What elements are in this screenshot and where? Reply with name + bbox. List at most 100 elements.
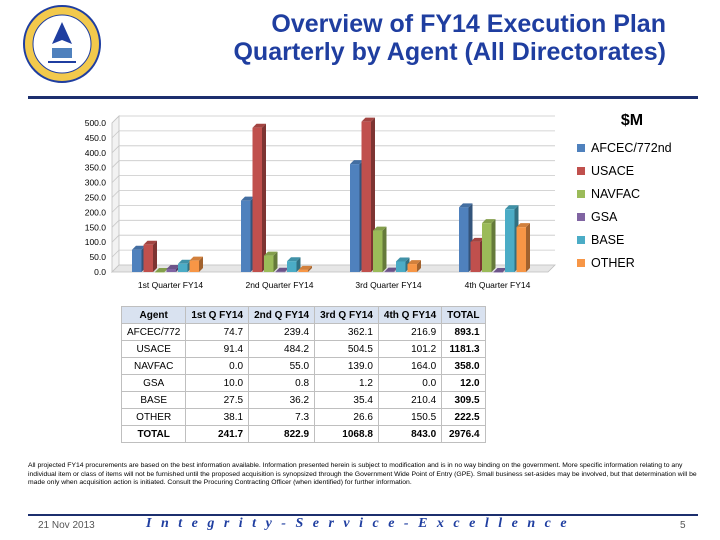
legend-item: AFCEC/772nd [577,136,707,159]
agent-cell: BASE [120,391,187,409]
afcec-logo [23,5,101,83]
bar-side [382,226,387,272]
gridline [111,234,555,243]
bar [264,255,274,272]
bar-top [350,160,364,165]
total-cell: 358.0 [441,357,486,375]
table-row: NAVFAC 0.0 55.0 139.0 164.0 358.0 [120,357,486,375]
total-cell: 222.5 [441,408,486,426]
table-row: GSA 10.0 0.8 1.2 0.0 12.0 [120,374,486,392]
bar-top [407,260,421,265]
bar-top [384,267,398,272]
title-line-1: Overview of FY14 Execution Plan [271,10,666,38]
bar-top [241,196,255,201]
bar-top [178,259,192,264]
value-cell: 1068.8 [314,425,379,443]
bar-top [189,256,203,261]
title-line-2: Quarterly by Agent (All Directorates) [233,38,666,66]
bar [166,269,176,272]
y-tick-label: 150.0 [85,222,107,232]
agent-cell: TOTAL [120,425,187,443]
gridline [111,219,555,228]
data-table: Agent 1st Q FY14 2nd Q FY14 3rd Q FY14 4… [120,306,486,443]
total-cell: 1181.3 [441,340,486,358]
value-cell: 27.5 [185,391,250,409]
bar-top [493,268,507,272]
total-cell: 12.0 [441,374,486,392]
footer-divider [28,514,698,516]
legend-title: $M [620,112,644,129]
bar [493,272,503,273]
page-number: 5 [680,520,686,531]
chart-legend: $M AFCEC/772nd USACE NAVFAC GSA BASE OTHER [577,112,707,274]
value-cell: 216.9 [377,323,443,341]
table-row: AFCEC/772 74.7 239.4 362.1 216.9 893.1 [120,323,486,341]
y-tick-label: 100.0 [85,237,107,247]
agent-cell: USACE [120,340,187,358]
legend-label: USACE [591,163,635,178]
bar [132,249,142,272]
total-cell: 2976.4 [441,425,486,443]
col-header-q4: 4th Q FY14 [377,306,443,324]
col-header-q3: 3rd Q FY14 [314,306,379,324]
legend-swatch [577,143,585,152]
bar [155,272,165,273]
legend-label: AFCEC/772nd [591,140,672,155]
table-total-row: TOTAL 241.7 822.9 1068.8 843.0 2976.4 [120,425,486,443]
bar-top [155,268,169,272]
value-cell: 74.7 [185,323,250,341]
agent-cell: NAVFAC [120,357,187,375]
bar-side [491,219,496,272]
legend-label: NAVFAC [591,186,641,201]
col-header-total: TOTAL [441,306,486,324]
bar [505,209,515,272]
value-cell: 484.2 [248,340,316,358]
bar [143,244,153,272]
x-tick-label: 3rd Quarter FY14 [355,280,421,290]
gridline [111,160,555,168]
value-cell: 26.6 [314,408,379,426]
bar [396,261,406,272]
legend-swatch [577,235,585,244]
legend-item: OTHER [577,251,707,274]
bar-top [264,251,278,256]
x-tick-label: 4th Quarter FY14 [465,280,531,290]
col-header-q2: 2nd Q FY14 [248,306,316,324]
bar [470,241,480,272]
table-row: OTHER 38.1 7.3 26.6 150.5 222.5 [120,408,486,426]
value-cell: 139.0 [314,357,379,375]
bar-top [166,265,180,270]
bar-top [373,226,387,231]
bar [298,269,308,272]
agent-cell: GSA [120,374,187,392]
value-cell: 91.4 [185,340,250,358]
gridline [111,175,555,183]
value-cell: 241.7 [185,425,250,443]
legend-item: USACE [577,159,707,182]
gridline [111,115,555,124]
agent-cell: OTHER [120,408,187,426]
bar-side [296,257,301,272]
value-cell: 1.2 [314,374,379,392]
value-cell: 0.0 [185,357,250,375]
value-cell: 210.4 [377,391,443,409]
bar [384,271,394,273]
gridline [111,249,555,258]
legend-item: BASE [577,228,707,251]
bar-chart: 0.0 50.0 100.0 150.0 200.0 250.0 300.0 350.0 400… [85,115,556,290]
legend-swatch [577,189,585,198]
gridline [111,145,555,154]
legend-item: NAVFAC [577,182,707,205]
agent-cell: AFCEC/772 [120,323,187,341]
bar [482,223,492,272]
bar [373,230,383,272]
y-tick-label: 500.0 [85,118,107,128]
table-row: USACE 91.4 484.2 504.5 101.2 1181.3 [120,340,486,358]
bar-top [459,203,473,208]
bar-top [275,267,289,272]
bar [350,164,360,272]
bar [516,227,526,272]
value-cell: 822.9 [248,425,316,443]
value-cell: 10.0 [185,374,250,392]
bar-top [482,219,496,224]
